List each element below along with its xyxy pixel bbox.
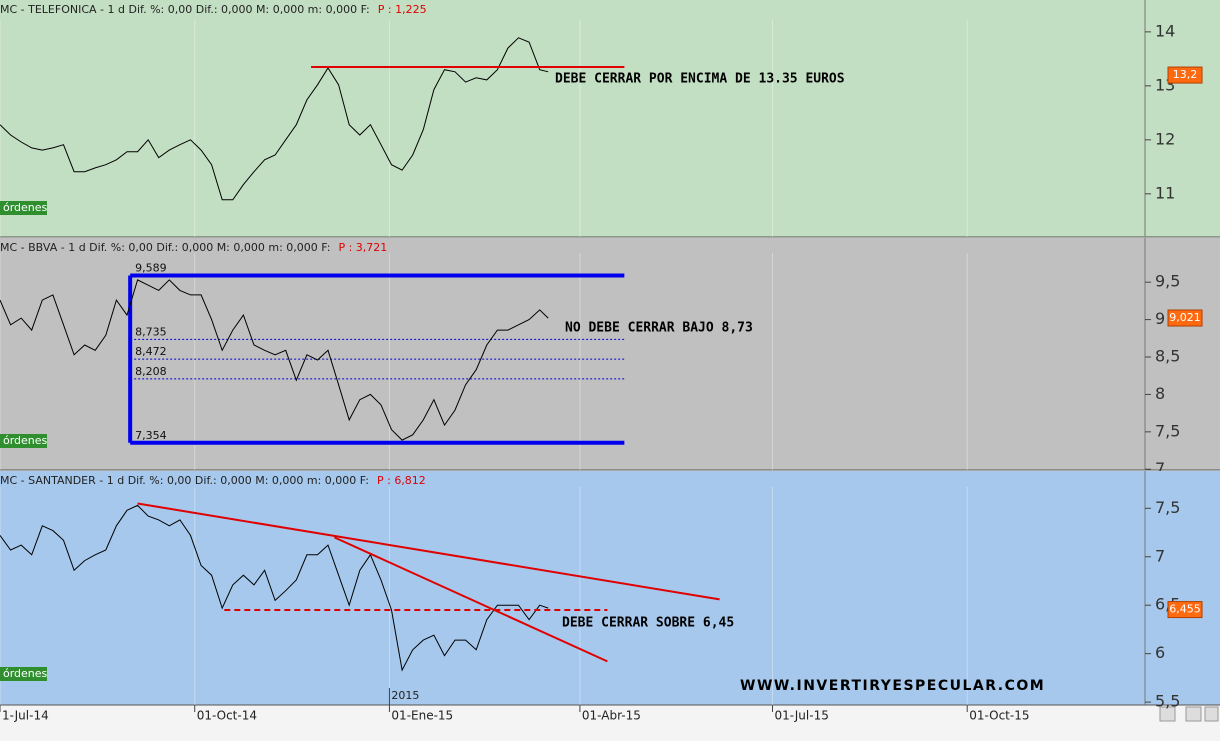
fib-label: 8,208 [135,365,167,378]
y-tick-label: 12 [1155,129,1175,148]
price-line [0,504,549,672]
annotation: DEBE CERRAR POR ENCIMA DE 13.35 EUROS [555,72,845,87]
trend-line [137,502,720,601]
toolbar-button[interactable] [1185,706,1202,722]
fib-label: 8,735 [135,325,167,338]
panel-price: P : 3,721 [338,241,387,254]
fib-label: 8,472 [135,345,167,358]
panel-title: MC - BBVA - 1 d Dif. %: 0,00 Dif.: 0,000… [0,241,330,254]
y-tick-label: 14 [1155,21,1175,40]
x-axis-band [0,705,1220,741]
orders-label: órdenes [3,667,48,680]
y-tick-label: 7 [1155,459,1165,478]
orders-label: órdenes [3,201,48,214]
orders-button[interactable] [0,201,47,215]
year-label: 2015 [391,689,419,702]
x-tick-label: 01-Ene-15 [391,709,453,723]
panel-header: MC - SANTANDER - 1 d Dif. %: 0,00 Dif.: … [0,474,426,487]
panel-header: MC - TELEFONICA - 1 d Dif. %: 0,00 Dif.:… [0,3,427,16]
y-tick-label: 7 [1155,546,1165,565]
panel-background [0,0,1220,237]
panel-title: MC - TELEFONICA - 1 d Dif. %: 0,00 Dif.:… [0,3,370,16]
y-tick-label: 11 [1155,183,1175,202]
orders-label: órdenes [3,434,48,447]
y-tick-label: 5,5 [1155,692,1180,711]
price-line [0,37,549,201]
y-tick-label: 8,5 [1155,347,1180,366]
last-price-box [1167,309,1203,327]
watermark: WWW.INVERTIRYESPECULAR.COM [740,678,1045,694]
y-tick-label: 8 [1155,384,1165,403]
y-tick-label: 9 [1155,309,1165,328]
panel-background [0,238,1220,470]
x-tick-label: 01-Oct-15 [969,709,1029,723]
last-price-label: 13,2 [1173,68,1198,81]
orders-button[interactable] [0,434,47,448]
panel-price: P : 1,225 [378,3,427,16]
toolbar-button[interactable] [1204,706,1219,722]
panel-price: P : 6,812 [377,474,426,487]
y-tick-label: 7,5 [1155,421,1180,440]
last-price-box [1167,601,1203,619]
trend-line [333,536,608,663]
last-price-label: 9,021 [1169,311,1201,324]
annotation: NO DEBE CERRAR BAJO 8,73 [565,321,753,336]
x-tick-label: 01-Jul-15 [775,709,829,723]
x-tick-label: 01-Oct-14 [197,709,257,723]
x-tick-label: 1-Jul-14 [2,709,49,723]
last-price-box [1167,66,1203,84]
panel-header: MC - BBVA - 1 d Dif. %: 0,00 Dif.: 0,000… [0,241,387,254]
last-price-label: 6,455 [1169,603,1201,616]
panel-title: MC - SANTANDER - 1 d Dif. %: 0,00 Dif.: … [0,474,369,487]
y-tick-label: 6 [1155,643,1165,662]
annotation: DEBE CERRAR SOBRE 6,45 [562,616,734,631]
orders-button[interactable] [0,667,47,681]
fib-label: 9,589 [135,262,167,275]
y-tick-label: 7,5 [1155,498,1180,517]
panel-background [0,471,1220,705]
y-tick-label: 9,5 [1155,272,1180,291]
toolbar-button[interactable] [1159,706,1176,722]
price-line [0,279,549,441]
fib-label: 7,354 [135,429,167,442]
x-tick-label: 01-Abr-15 [582,709,641,723]
